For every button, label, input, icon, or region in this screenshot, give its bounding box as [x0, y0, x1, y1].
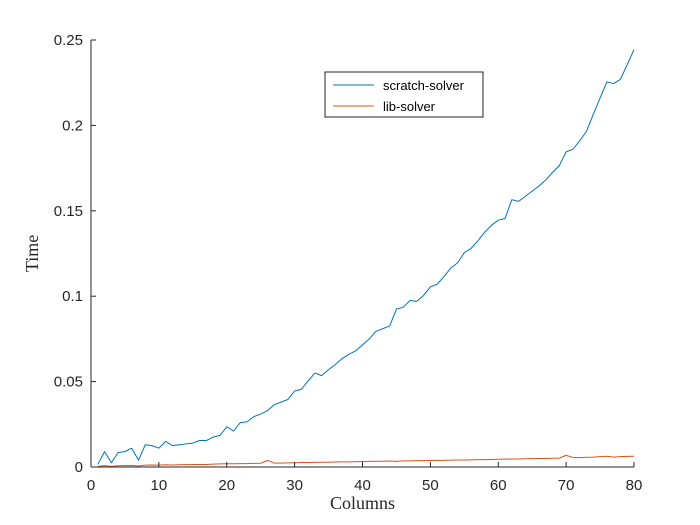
legend: scratch-solver lib-solver	[324, 71, 484, 118]
y-tick-label: 0	[75, 459, 83, 476]
y-tick-label: 0.1	[62, 288, 83, 305]
x-tick-label: 50	[422, 477, 439, 494]
x-tick-label: 10	[151, 477, 168, 494]
series-line-scratch-solver	[97, 49, 635, 465]
legend-box	[324, 71, 484, 118]
legend-label-lib-solver: lib-solver	[383, 99, 436, 114]
x-tick-label: 0	[87, 477, 95, 494]
axes-layer: 0 10 20 30 40 50 60 70 80 0 0.05 0.1 0.15 0.2 0.25	[54, 32, 643, 494]
x-tick-label: 20	[218, 477, 235, 494]
series-line-lib-solver	[97, 454, 635, 467]
x-tick-label: 40	[354, 477, 371, 494]
legend-label-scratch-solver: scratch-solver	[383, 78, 465, 93]
series-layer	[97, 49, 635, 467]
y-tick-label: 0.15	[54, 203, 83, 220]
y-tick-label: 0.2	[62, 117, 83, 134]
y-tick-label: 0.25	[54, 32, 83, 49]
x-tick-label: 80	[626, 477, 643, 494]
x-tick-label: 70	[558, 477, 575, 494]
y-tick-label: 0.05	[54, 374, 83, 391]
x-tick-label: 60	[490, 477, 507, 494]
x-tick-label: 30	[286, 477, 303, 494]
y-axis-title: Time	[22, 235, 42, 272]
x-axis-title: Columns	[330, 493, 395, 513]
